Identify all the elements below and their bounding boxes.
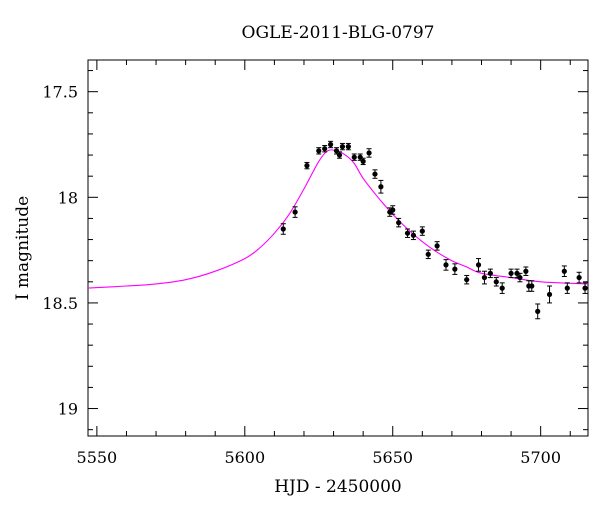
data-point bbox=[546, 291, 553, 298]
data-point bbox=[434, 243, 440, 249]
data-point bbox=[357, 154, 363, 160]
plot-frame bbox=[87, 59, 589, 437]
data-point bbox=[493, 279, 499, 285]
data-point bbox=[535, 308, 541, 314]
data-point bbox=[345, 144, 351, 150]
data-point bbox=[304, 163, 310, 169]
data-point bbox=[390, 207, 396, 213]
data-point bbox=[517, 274, 523, 281]
x-axis-label: HJD - 2450000 bbox=[274, 477, 402, 497]
data-point bbox=[425, 251, 431, 257]
data-point bbox=[499, 285, 505, 291]
data-point bbox=[280, 226, 286, 232]
data-point bbox=[464, 277, 470, 283]
data-point bbox=[322, 146, 328, 152]
data-point bbox=[372, 171, 378, 177]
y-tick-label: 18 bbox=[58, 188, 78, 207]
data-point bbox=[328, 141, 334, 148]
data-point bbox=[410, 232, 417, 238]
y-tick-labels: 17.5 18 18.5 19 bbox=[42, 83, 78, 419]
data-point bbox=[378, 184, 384, 190]
data-point bbox=[333, 148, 340, 154]
data-point bbox=[316, 148, 322, 154]
chart-title: OGLE-2011-BLG-0797 bbox=[242, 23, 435, 43]
axis-ticks bbox=[88, 60, 588, 436]
y-tick-label: 18.5 bbox=[42, 294, 78, 313]
data-point bbox=[339, 144, 346, 150]
data-point bbox=[487, 270, 493, 276]
y-axis-label: I magnitude bbox=[13, 196, 33, 300]
y-tick-label: 19 bbox=[58, 400, 78, 419]
x-tick-label: 5700 bbox=[520, 448, 561, 467]
data-point bbox=[336, 152, 343, 158]
data-point bbox=[292, 209, 298, 215]
data-point bbox=[529, 283, 535, 289]
data-point bbox=[514, 270, 520, 276]
data-point bbox=[366, 150, 372, 156]
data-point bbox=[523, 268, 529, 274]
model-curve bbox=[87, 149, 589, 289]
x-tick-labels: 5550 5600 5650 5700 bbox=[77, 448, 562, 467]
data-point bbox=[443, 262, 449, 268]
x-tick-label: 5650 bbox=[372, 448, 413, 467]
data-point bbox=[404, 230, 411, 236]
data-point bbox=[396, 220, 402, 226]
data-point bbox=[360, 158, 366, 164]
data-point bbox=[564, 285, 570, 291]
x-tick-label: 5550 bbox=[77, 448, 118, 467]
x-tick-label: 5600 bbox=[224, 448, 265, 467]
data-point bbox=[508, 270, 514, 276]
data-point bbox=[452, 266, 458, 272]
data-point bbox=[481, 274, 488, 281]
data-point bbox=[561, 268, 567, 274]
data-point bbox=[419, 228, 425, 234]
data-point bbox=[582, 285, 588, 291]
data-point bbox=[475, 262, 482, 268]
data-point bbox=[576, 274, 582, 281]
data-points bbox=[280, 140, 588, 320]
data-point bbox=[351, 154, 357, 160]
y-tick-label: 17.5 bbox=[42, 83, 78, 102]
